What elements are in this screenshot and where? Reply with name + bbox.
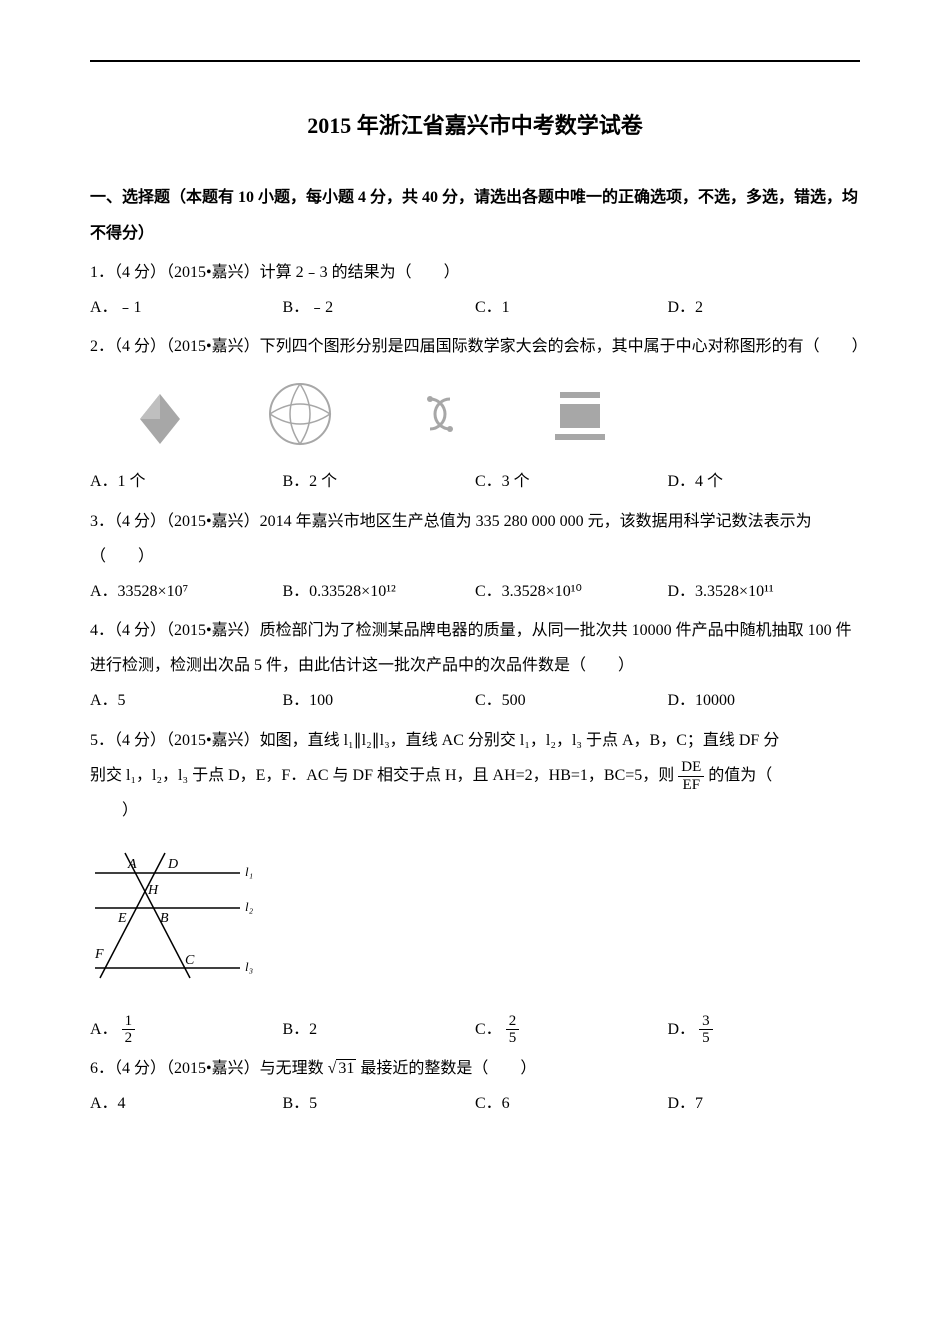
- q5-d-frac: 3 5: [699, 1013, 713, 1047]
- q1-option-c: C．1: [475, 290, 668, 325]
- q5-option-a: A． 1 2: [90, 1012, 283, 1047]
- q6-stem-left: 6．（4 分）（2015•嘉兴）与无理数: [90, 1060, 324, 1077]
- q2-option-b: B．2 个: [283, 464, 476, 499]
- q3-option-a: A．33528×10⁷: [90, 574, 283, 609]
- q5-c-label: C．: [475, 1021, 502, 1038]
- svg-text:l₁: l₁: [245, 864, 253, 879]
- question-3: 3．（4 分）（2015•嘉兴）2014 年嘉兴市地区生产总值为 335 280…: [90, 504, 860, 610]
- q6-sqrt: √31: [328, 1059, 357, 1077]
- svg-text:A: A: [127, 857, 137, 872]
- q5-a-label: A．: [90, 1021, 118, 1038]
- question-2: 2．（4 分）（2015•嘉兴）下列四个图形分别是四届国际数学家大会的会标，其中…: [90, 329, 860, 499]
- q3-options: A．33528×10⁷ B．0.33528×10¹² C．3.3528×10¹⁰…: [90, 574, 860, 609]
- q5-option-d: D． 3 5: [668, 1012, 861, 1047]
- figure-logo-1: [120, 374, 200, 454]
- q3-stem: 3．（4 分）（2015•嘉兴）2014 年嘉兴市地区生产总值为 335 280…: [90, 504, 860, 574]
- q5-fraction: DE EF: [678, 759, 704, 793]
- q1-option-b: B．﹣2: [283, 290, 476, 325]
- svg-text:D: D: [167, 857, 178, 872]
- q3-option-c: C．3.3528×10¹⁰: [475, 574, 668, 609]
- q1-option-a: A．﹣1: [90, 290, 283, 325]
- q6-option-d: D．7: [668, 1086, 861, 1121]
- q5-option-b: B．2: [283, 1012, 476, 1047]
- q5-a-num: 1: [122, 1013, 136, 1031]
- svg-text:F: F: [94, 947, 104, 962]
- q6-option-c: C．6: [475, 1086, 668, 1121]
- q4-option-c: C．500: [475, 683, 668, 718]
- q2-option-c: C．3 个: [475, 464, 668, 499]
- question-4: 4．（4 分）（2015•嘉兴）质检部门为了检测某品牌电器的质量，从同一批次共 …: [90, 613, 860, 719]
- question-6: 6．（4 分）（2015•嘉兴）与无理数 √31 最接近的整数是（ ） A．4 …: [90, 1051, 860, 1121]
- figure-logo-4: [540, 374, 620, 454]
- q5-a-frac: 1 2: [122, 1013, 136, 1047]
- q6-stem-right: 最接近的整数是（ ）: [360, 1060, 536, 1077]
- q5-d-den: 5: [699, 1030, 713, 1047]
- q2-option-a: A．1 个: [90, 464, 283, 499]
- q5-frac-num: DE: [678, 759, 704, 777]
- page-title: 2015 年浙江省嘉兴市中考数学试卷: [90, 102, 860, 150]
- svg-text:E: E: [117, 911, 127, 926]
- q2-options: A．1 个 B．2 个 C．3 个 D．4 个: [90, 464, 860, 499]
- q1-stem: 1．（4 分）（2015•嘉兴）计算 2﹣3 的结果为（ ）: [90, 255, 860, 290]
- q4-options: A．5 B．100 C．500 D．10000: [90, 683, 860, 718]
- q3-option-b: B．0.33528×10¹²: [283, 574, 476, 609]
- svg-text:B: B: [160, 911, 169, 926]
- svg-text:l₃: l₃: [245, 959, 253, 974]
- svg-text:H: H: [147, 883, 159, 898]
- q5-c-num: 2: [506, 1013, 520, 1031]
- q4-option-a: A．5: [90, 683, 283, 718]
- q5-stem-line1: 5．（4 分）（2015•嘉兴）如图，直线 l₁∥l₂∥l₃，直线 AC 分别交…: [90, 723, 860, 758]
- q4-option-b: B．100: [283, 683, 476, 718]
- q5-stem-line2: 别交 l₁，l₂，l₃ 于点 D，E，F．AC 与 DF 相交于点 H，且 AH…: [90, 758, 860, 793]
- q2-stem: 2．（4 分）（2015•嘉兴）下列四个图形分别是四届国际数学家大会的会标，其中…: [90, 329, 860, 364]
- q5-option-c: C． 2 5: [475, 1012, 668, 1047]
- q5-stem-close: ）: [90, 793, 860, 828]
- q6-stem: 6．（4 分）（2015•嘉兴）与无理数 √31 最接近的整数是（ ）: [90, 1051, 860, 1086]
- question-1: 1．（4 分）（2015•嘉兴）计算 2﹣3 的结果为（ ） A．﹣1 B．﹣2…: [90, 255, 860, 325]
- q3-option-d: D．3.3528×10¹¹: [668, 574, 861, 609]
- q4-option-d: D．10000: [668, 683, 861, 718]
- q5-d-label: D．: [668, 1021, 696, 1038]
- figure-logo-3: [400, 374, 480, 454]
- q6-option-a: A．4: [90, 1086, 283, 1121]
- question-5: 5．（4 分）（2015•嘉兴）如图，直线 l₁∥l₂∥l₃，直线 AC 分别交…: [90, 723, 860, 1047]
- q5-a-den: 2: [122, 1030, 136, 1047]
- q5-c-den: 5: [506, 1030, 520, 1047]
- q5-frac-den: EF: [678, 777, 704, 794]
- q6-sqrt-val: 31: [336, 1059, 356, 1077]
- q1-options: A．﹣1 B．﹣2 C．1 D．2: [90, 290, 860, 325]
- q1-option-d: D．2: [668, 290, 861, 325]
- q5-diagram: A D H E B F C l₁ l₂ l₃: [90, 838, 260, 988]
- q5-d-num: 3: [699, 1013, 713, 1031]
- page-top-rule: [90, 60, 860, 62]
- section-heading: 一、选择题（本题有 10 小题，每小题 4 分，共 40 分，请选出各题中唯一的…: [90, 180, 860, 250]
- q4-stem: 4．（4 分）（2015•嘉兴）质检部门为了检测某品牌电器的质量，从同一批次共 …: [90, 613, 860, 683]
- q2-figures: [90, 364, 860, 464]
- q2-option-d: D．4 个: [668, 464, 861, 499]
- svg-text:l₂: l₂: [245, 899, 254, 914]
- q5-options: A． 1 2 B．2 C． 2 5 D． 3 5: [90, 1012, 860, 1047]
- svg-text:C: C: [185, 953, 195, 968]
- figure-logo-2: [260, 374, 340, 454]
- q5-stem-text-right: 的值为（: [708, 767, 772, 784]
- q5-stem-text-left: 别交 l₁，l₂，l₃ 于点 D，E，F．AC 与 DF 相交于点 H，且 AH…: [90, 767, 674, 784]
- q6-options: A．4 B．5 C．6 D．7: [90, 1086, 860, 1121]
- q6-option-b: B．5: [283, 1086, 476, 1121]
- q5-c-frac: 2 5: [506, 1013, 520, 1047]
